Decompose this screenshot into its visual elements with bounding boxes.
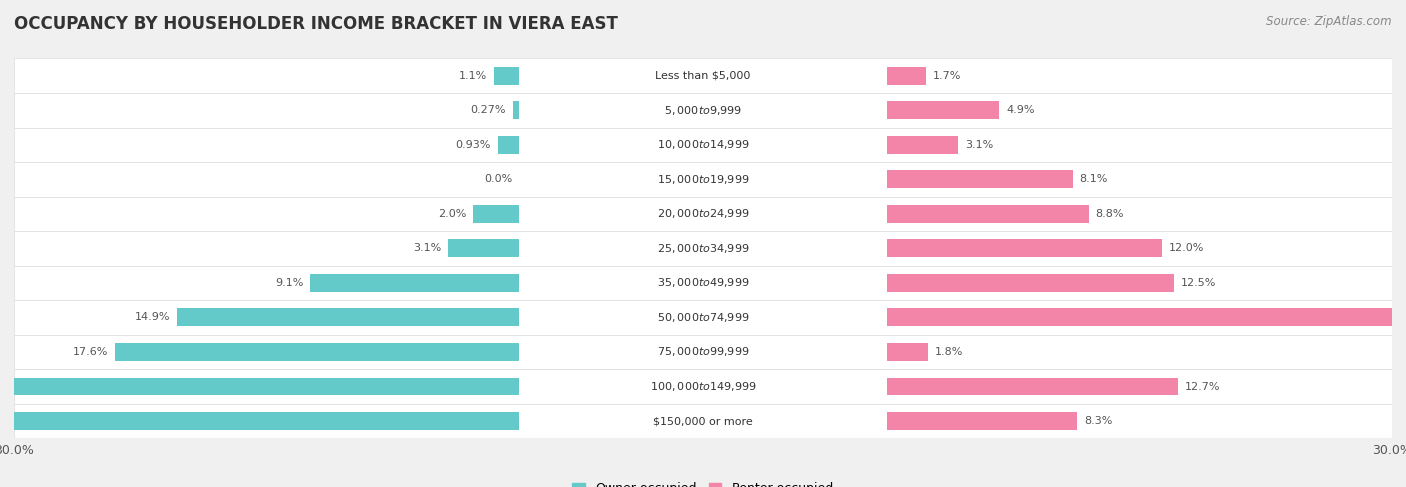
Bar <box>887 170 1073 188</box>
Text: $35,000 to $49,999: $35,000 to $49,999 <box>657 277 749 289</box>
Text: 8.3%: 8.3% <box>1084 416 1112 426</box>
FancyBboxPatch shape <box>14 265 1392 300</box>
Text: 1.8%: 1.8% <box>935 347 963 357</box>
Bar <box>115 343 519 361</box>
Text: 4.9%: 4.9% <box>1007 105 1035 115</box>
Text: Source: ZipAtlas.com: Source: ZipAtlas.com <box>1267 15 1392 28</box>
Text: 8.1%: 8.1% <box>1080 174 1108 184</box>
Text: 14.9%: 14.9% <box>135 313 170 322</box>
FancyBboxPatch shape <box>14 231 1392 265</box>
Text: $150,000 or more: $150,000 or more <box>654 416 752 426</box>
Text: $50,000 to $74,999: $50,000 to $74,999 <box>657 311 749 324</box>
Text: 12.7%: 12.7% <box>1185 381 1220 392</box>
Text: 1.7%: 1.7% <box>932 71 962 81</box>
Text: 0.27%: 0.27% <box>471 105 506 115</box>
FancyBboxPatch shape <box>14 128 1392 162</box>
Bar <box>498 136 519 154</box>
Text: 12.5%: 12.5% <box>1181 278 1216 288</box>
Text: $75,000 to $99,999: $75,000 to $99,999 <box>657 345 749 358</box>
FancyBboxPatch shape <box>14 162 1392 197</box>
Text: OCCUPANCY BY HOUSEHOLDER INCOME BRACKET IN VIERA EAST: OCCUPANCY BY HOUSEHOLDER INCOME BRACKET … <box>14 15 617 33</box>
FancyBboxPatch shape <box>14 300 1392 335</box>
Bar <box>474 205 519 223</box>
Bar <box>887 240 1163 257</box>
Bar <box>887 343 928 361</box>
Bar <box>887 274 1174 292</box>
Legend: Owner-occupied, Renter-occupied: Owner-occupied, Renter-occupied <box>568 477 838 487</box>
Bar <box>887 412 1077 430</box>
Bar <box>887 101 1000 119</box>
Text: $5,000 to $9,999: $5,000 to $9,999 <box>664 104 742 117</box>
Bar <box>449 240 519 257</box>
Bar <box>887 136 957 154</box>
Text: $20,000 to $24,999: $20,000 to $24,999 <box>657 207 749 220</box>
Text: 3.1%: 3.1% <box>413 244 441 253</box>
Text: 8.8%: 8.8% <box>1095 209 1125 219</box>
FancyBboxPatch shape <box>14 369 1392 404</box>
FancyBboxPatch shape <box>14 404 1392 438</box>
Bar <box>0 412 519 430</box>
FancyBboxPatch shape <box>14 93 1392 128</box>
Bar <box>177 308 519 326</box>
Text: $25,000 to $34,999: $25,000 to $34,999 <box>657 242 749 255</box>
FancyBboxPatch shape <box>14 197 1392 231</box>
Text: 9.1%: 9.1% <box>276 278 304 288</box>
Bar <box>887 205 1088 223</box>
Bar <box>311 274 519 292</box>
Text: 2.0%: 2.0% <box>439 209 467 219</box>
Text: $15,000 to $19,999: $15,000 to $19,999 <box>657 173 749 186</box>
FancyBboxPatch shape <box>14 335 1392 369</box>
FancyBboxPatch shape <box>14 58 1392 93</box>
Bar <box>0 377 519 395</box>
Bar <box>887 377 1178 395</box>
Text: 17.6%: 17.6% <box>73 347 108 357</box>
Text: $10,000 to $14,999: $10,000 to $14,999 <box>657 138 749 151</box>
Bar <box>513 101 519 119</box>
Text: 0.0%: 0.0% <box>484 174 512 184</box>
Text: Less than $5,000: Less than $5,000 <box>655 71 751 81</box>
Text: 3.1%: 3.1% <box>965 140 993 150</box>
Text: 0.93%: 0.93% <box>456 140 491 150</box>
Text: 12.0%: 12.0% <box>1170 244 1205 253</box>
Text: $100,000 to $149,999: $100,000 to $149,999 <box>650 380 756 393</box>
Bar <box>494 67 519 85</box>
Bar <box>887 308 1406 326</box>
Text: 1.1%: 1.1% <box>458 71 486 81</box>
Bar <box>887 67 925 85</box>
